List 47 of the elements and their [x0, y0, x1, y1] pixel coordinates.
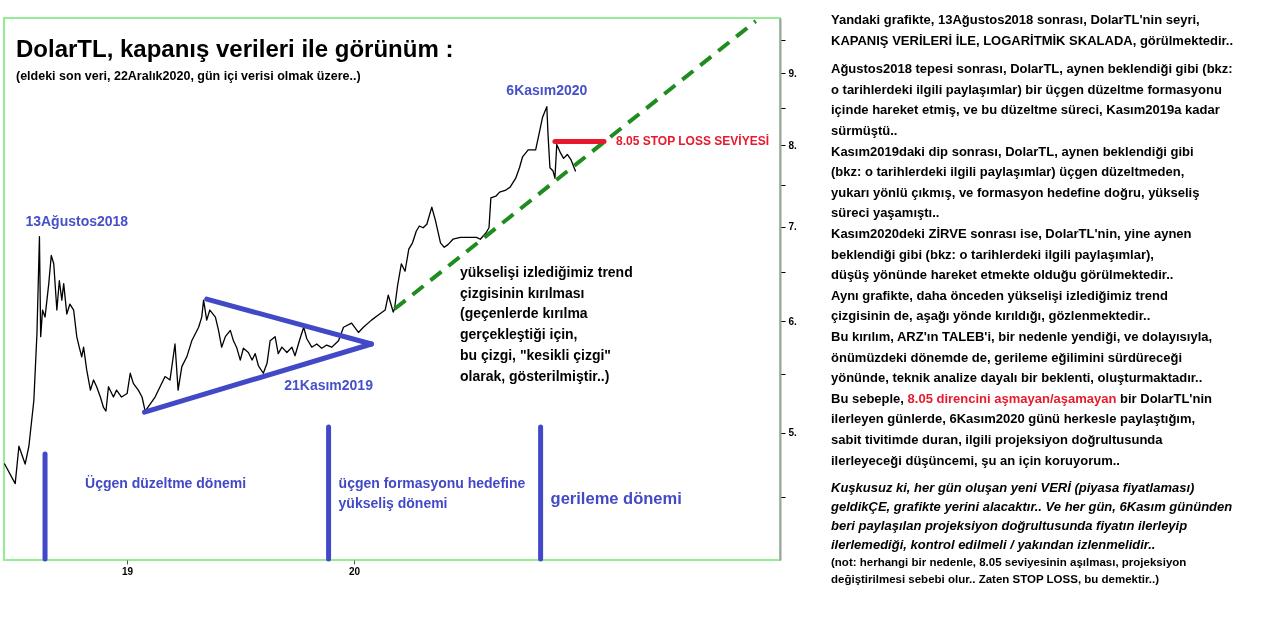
text: Bu sebeple, [831, 390, 904, 406]
x-tick-label: 19 [122, 565, 134, 577]
annotation: 21Kasım2019 [284, 377, 374, 394]
y-tick-label: 8. [788, 139, 798, 151]
annotation: 6Kasım2020 [506, 81, 588, 98]
ref-line-label: gerileme dönemi [550, 489, 682, 507]
text: değiştirilmesi sebebi olur.. Zaten STOP LOSS, bu demektir..) [831, 573, 1160, 586]
text: Kuşkusuz ki, her gün oluşan yeni VERİ (piyasa fiyatlaması) [831, 479, 1195, 495]
text: yönünde, teknik analize dayalı bir beklenti, oluşturmaktadır.. [831, 370, 1203, 386]
text: Bu kırılım, ARZ'ın TALEB'i, bir nedenle yendiği, ve dolayısıyla, [831, 329, 1213, 344]
text: beri paylaşılan projeksiyon doğrultusunda fiyatın ilerleyip [831, 518, 1188, 534]
annotation: yükselişi izlediğimiz trend çizgisinin kırılması (geçenlerde kırılma gerçekleştiği için, bu çizgi, "kesikli çizgi" olarak, gösterilmiştir..) [460, 264, 633, 384]
y-tick-label: 5. [788, 427, 798, 439]
text: Yandaki grafikte, 13Ağustos2018 sonrası, DolarTL'nin seyri, [831, 12, 1200, 27]
text: süreci yaşamıştı.. [831, 205, 940, 221]
annotation: 8.05 STOP LOSS SEVİYESİ [616, 133, 769, 149]
text: çizgisinin de, aşağı yönde kırıldığı, gözlenmektedir.. [831, 308, 1151, 324]
text: geldikÇE, grafikte yerini alacaktır.. Ve her gün, 6Kasım gününden [830, 499, 1233, 514]
y-tick-label: 9. [788, 67, 798, 79]
y-tick-label: 6. [788, 315, 798, 327]
text: yukarı yönlü çıkmış, ve formasyon hedefine doğru, yükseliş [831, 184, 1200, 200]
text: Kasım2020deki ZİRVE sonrası ise, DolarTL'nin, yine aynen [831, 226, 1192, 241]
text: bir DolarTL'nin [1120, 390, 1213, 406]
text: ilerlemediği, kontrol edilmeli / yakından izlenmelidir.. [831, 537, 1156, 553]
x-tick-label: 20 [349, 565, 361, 577]
text: sabit tivitimde duran, ilgili projeksiyon doğrultusunda [831, 432, 1164, 447]
text: (eldeki son veri, 22Aralık2020, gün içi verisi olmak üzere..) [15, 68, 361, 83]
text: (not: herhangi bir nedenle, 8.05 seviyesinin aşılması, projeksiyon [831, 555, 1187, 568]
text: o tarihlerdeki ilgili paylaşımlar) bir üçgen düzeltme formasyonu [831, 81, 1222, 97]
annotation: 13Ağustos2018 [25, 212, 129, 229]
text: (bkz: o tarihlerdeki ilgili paylaşımlar) üçgen düzeltmeden, [831, 164, 1185, 180]
ref-line-label: Üçgen düzeltme dönemi [85, 475, 247, 491]
text: Aynı grafikte, daha önceden yükselişi izlediğimiz trend [831, 287, 1168, 303]
text: düşüş yönünde hareket etmekte olduğu görülmektedir.. [831, 267, 1174, 283]
text: sürmüştü.. [831, 123, 898, 138]
y-tick-label: 7. [788, 221, 798, 233]
ref-line-label: üçgen formasyonu hedefine yükseliş dönemi [338, 475, 526, 511]
text: KAPANIŞ VERİLERİ İLE, LOGARİTMİK SKALADA, görülmektedir.. [831, 32, 1234, 48]
text: ilerleyeceği düşüncemi, şu an için koruyorum.. [831, 452, 1120, 468]
text: önümüzdeki dönemde de, gerileme eğilimini sürdüreceği [831, 349, 1183, 365]
text: içinde hareket etmiş, ve bu düzeltme süreci, Kasım2019a kadar [831, 102, 1220, 118]
text: DolarTL, kapanış verileri ile görünüm : [15, 34, 454, 62]
text: Ağustos2018 tepesi sonrası, DolarTL, aynen beklendiği gibi (bkz: [831, 61, 1233, 77]
text: 8.05 direncini aşmayan/aşamayan [907, 390, 1117, 406]
text: Kasım2019daki dip sonrası, DolarTL, aynen beklendiği gibi [831, 143, 1194, 159]
text: beklendiği gibi (bkz: o tarihlerdeki ilgili paylaşımlar), [831, 246, 1154, 262]
text: ilerleyen günlerde, 6Kasım2020 günü herkesle paylaştığım, [831, 411, 1196, 427]
